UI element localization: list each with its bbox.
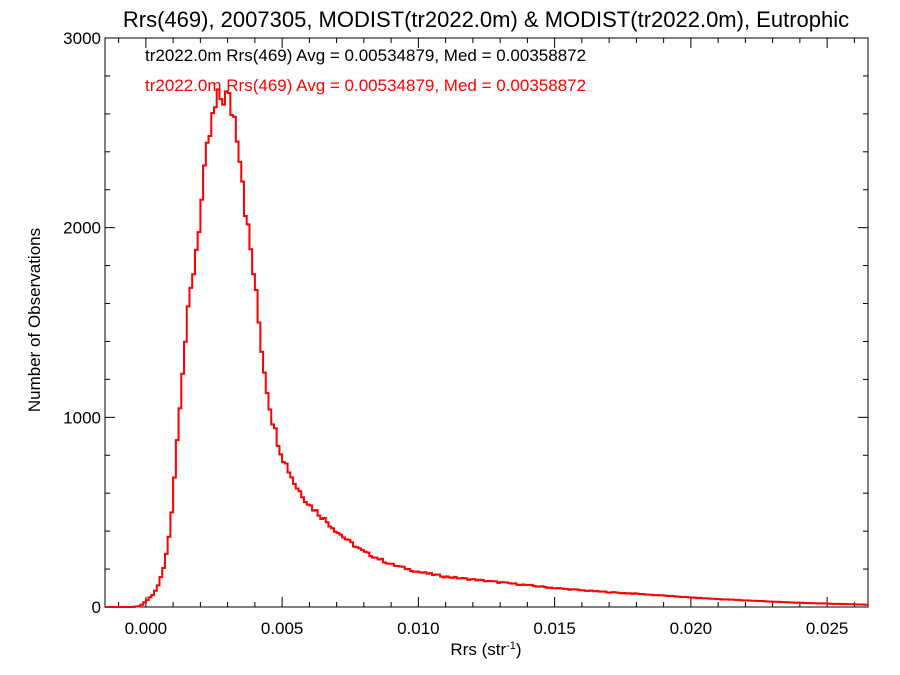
legend-entry-red: tr2022.0m Rrs(469) Avg = 0.00534879, Med… [145, 76, 586, 95]
axis-ticks [105, 37, 868, 608]
x-axis-label-close: ) [516, 640, 522, 659]
x-tick-label: 0.005 [261, 619, 304, 638]
x-tick-label: 0.015 [533, 619, 576, 638]
chart-title: Rrs(469), 2007305, MODIST(tr2022.0m) & M… [123, 7, 849, 32]
x-tick-label: 0.025 [806, 619, 849, 638]
x-axis-label-sup: -1 [506, 640, 516, 652]
x-tick-label: 0.000 [125, 619, 168, 638]
x-tick-label: 0.010 [397, 619, 440, 638]
y-tick-label: 1000 [63, 408, 101, 427]
y-axis-label: Number of Observations [25, 228, 44, 412]
plot-frame [104, 37, 869, 608]
plot-border [104, 37, 869, 608]
series-layer [105, 88, 868, 608]
x-axis-label: Rrs (str-1) [450, 640, 521, 659]
y-tick-label: 3000 [63, 29, 101, 48]
axis-tick-labels: 0.000 0.005 0.010 0.015 0.020 0.025 0 1000 2000 3… [63, 29, 848, 638]
legend-entry-black: tr2022.0m Rrs(469) Avg = 0.00534879, Med… [145, 46, 586, 65]
series-line-1 [105, 88, 868, 608]
y-tick-label: 2000 [63, 219, 101, 238]
x-tick-label: 0.020 [670, 619, 713, 638]
series-line-0 [105, 88, 868, 608]
y-tick-label: 0 [92, 598, 101, 617]
x-axis-label-main: Rrs (str [450, 640, 506, 659]
